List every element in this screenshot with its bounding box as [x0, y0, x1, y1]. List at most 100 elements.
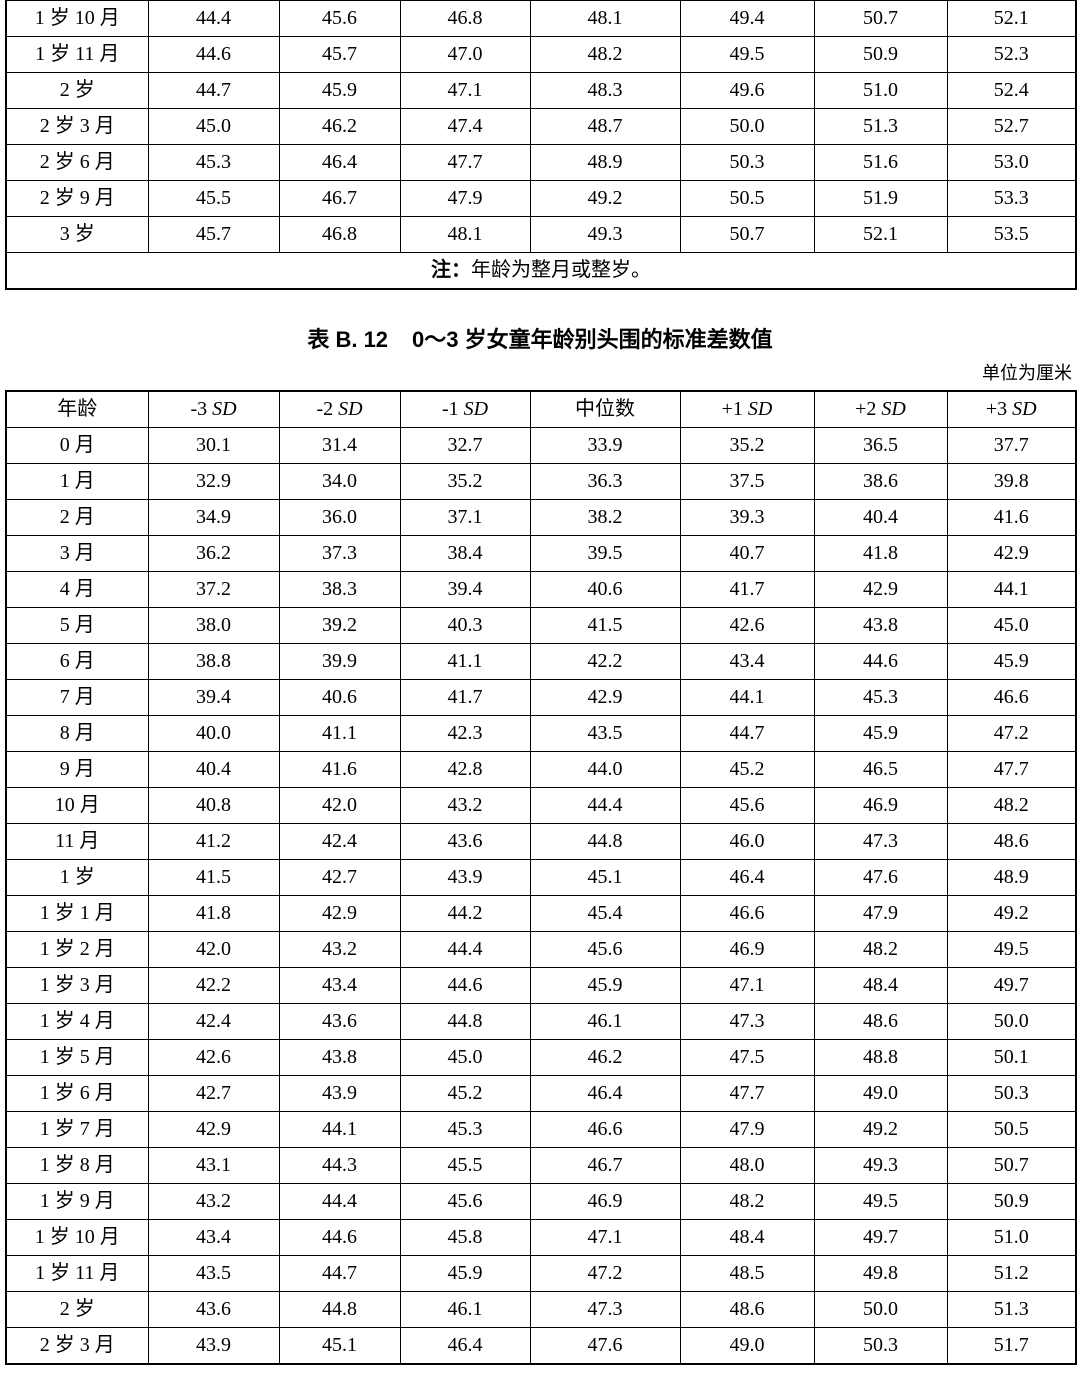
value-cell: 30.1: [147, 427, 280, 464]
value-cell: 47.7: [679, 1075, 815, 1112]
value-cell: 45.9: [399, 1255, 531, 1292]
value-cell: 46.4: [679, 859, 815, 896]
header-cell: +2 SD: [813, 390, 948, 428]
value-cell: 47.9: [813, 895, 948, 932]
header-cell: 中位数: [529, 390, 681, 428]
value-cell: 47.4: [399, 108, 531, 145]
value-cell: 49.8: [813, 1255, 948, 1292]
value-cell: 39.4: [399, 571, 531, 608]
value-cell: 42.7: [278, 859, 401, 896]
value-cell: 41.7: [679, 571, 815, 608]
value-cell: 46.6: [679, 895, 815, 932]
value-cell: 44.7: [278, 1255, 401, 1292]
value-cell: 44.6: [278, 1219, 401, 1256]
value-cell: 51.7: [946, 1327, 1077, 1365]
value-cell: 43.6: [399, 823, 531, 860]
value-cell: 48.9: [529, 144, 681, 181]
value-cell: 45.4: [529, 895, 681, 932]
value-cell: 31.4: [278, 427, 401, 464]
age-cell: 8 月: [5, 715, 149, 752]
value-cell: 46.4: [278, 144, 401, 181]
value-cell: 48.8: [813, 1039, 948, 1076]
table-row: 1 岁 11 月 43.5 44.7 45.9 47.2 48.5 49.8 51.2: [5, 1255, 1077, 1292]
value-cell: 50.9: [813, 36, 948, 73]
age-cell: 1 岁 8 月: [5, 1147, 149, 1184]
value-cell: 45.8: [399, 1219, 531, 1256]
value-cell: 36.3: [529, 463, 681, 500]
value-cell: 50.1: [946, 1039, 1077, 1076]
table-row: 1 岁 5 月 42.6 43.8 45.0 46.2 47.5 48.8 50.1: [5, 1039, 1077, 1076]
age-cell: 0 月: [5, 427, 149, 464]
value-cell: 49.6: [679, 72, 815, 109]
value-cell: 37.5: [679, 463, 815, 500]
value-cell: 45.3: [399, 1111, 531, 1148]
value-cell: 48.3: [529, 72, 681, 109]
value-cell: 42.8: [399, 751, 531, 788]
value-cell: 35.2: [679, 427, 815, 464]
value-cell: 48.1: [399, 216, 531, 253]
value-cell: 48.5: [679, 1255, 815, 1292]
value-cell: 48.2: [946, 787, 1077, 824]
value-cell: 37.3: [278, 535, 401, 572]
value-cell: 49.7: [813, 1219, 948, 1256]
value-cell: 43.4: [147, 1219, 280, 1256]
value-cell: 42.6: [147, 1039, 280, 1076]
value-cell: 49.2: [813, 1111, 948, 1148]
value-cell: 42.0: [278, 787, 401, 824]
value-cell: 46.4: [529, 1075, 681, 1112]
table-row: 3 月 36.2 37.3 38.4 39.5 40.7 41.8 42.9: [5, 535, 1077, 572]
value-cell: 40.4: [813, 499, 948, 536]
value-cell: 43.8: [813, 607, 948, 644]
value-cell: 41.8: [813, 535, 948, 572]
value-cell: 43.5: [147, 1255, 280, 1292]
value-cell: 50.3: [679, 144, 815, 181]
value-cell: 42.9: [147, 1111, 280, 1148]
value-cell: 48.2: [529, 36, 681, 73]
value-cell: 39.9: [278, 643, 401, 680]
value-cell: 41.1: [399, 643, 531, 680]
table-row: 1 岁 7 月 42.9 44.1 45.3 46.6 47.9 49.2 50.5: [5, 1111, 1077, 1148]
value-cell: 44.6: [399, 967, 531, 1004]
value-cell: 47.5: [679, 1039, 815, 1076]
value-cell: 39.3: [679, 499, 815, 536]
value-cell: 50.7: [813, 0, 948, 37]
value-cell: 38.8: [147, 643, 280, 680]
value-cell: 48.2: [813, 931, 948, 968]
value-cell: 50.7: [946, 1147, 1077, 1184]
value-cell: 45.2: [399, 1075, 531, 1112]
value-cell: 44.1: [679, 679, 815, 716]
value-cell: 41.7: [399, 679, 531, 716]
value-cell: 49.3: [529, 216, 681, 253]
value-cell: 46.5: [813, 751, 948, 788]
value-cell: 49.5: [679, 36, 815, 73]
age-cell: 2 岁 6 月: [5, 144, 149, 181]
value-cell: 38.4: [399, 535, 531, 572]
table-row: 2 岁 44.7 45.9 47.1 48.3 49.6 51.0 52.4: [5, 72, 1077, 109]
header-cell: -1 SD: [399, 390, 531, 428]
value-cell: 44.1: [278, 1111, 401, 1148]
value-cell: 42.9: [529, 679, 681, 716]
value-cell: 40.6: [529, 571, 681, 608]
value-cell: 45.0: [399, 1039, 531, 1076]
value-cell: 46.2: [278, 108, 401, 145]
value-cell: 32.7: [399, 427, 531, 464]
age-cell: 1 岁 1 月: [5, 895, 149, 932]
value-cell: 42.4: [278, 823, 401, 860]
value-cell: 49.5: [946, 931, 1077, 968]
value-cell: 46.9: [679, 931, 815, 968]
value-cell: 47.9: [399, 180, 531, 217]
value-cell: 49.7: [946, 967, 1077, 1004]
table-row: 1 岁 8 月 43.1 44.3 45.5 46.7 48.0 49.3 50.7: [5, 1147, 1077, 1184]
value-cell: 42.2: [147, 967, 280, 1004]
value-cell: 41.2: [147, 823, 280, 860]
value-cell: 47.0: [399, 36, 531, 73]
value-cell: 46.8: [278, 216, 401, 253]
value-cell: 43.9: [147, 1327, 280, 1365]
value-cell: 50.3: [813, 1327, 948, 1365]
value-cell: 40.7: [679, 535, 815, 572]
value-cell: 45.1: [529, 859, 681, 896]
value-cell: 42.9: [278, 895, 401, 932]
prev-table-continuation: 1 岁 10 月 44.4 45.6 46.8 48.1 49.4 50.7 52.1 1 岁 …: [5, 0, 1077, 290]
value-cell: 44.6: [147, 36, 280, 73]
value-cell: 45.9: [529, 967, 681, 1004]
